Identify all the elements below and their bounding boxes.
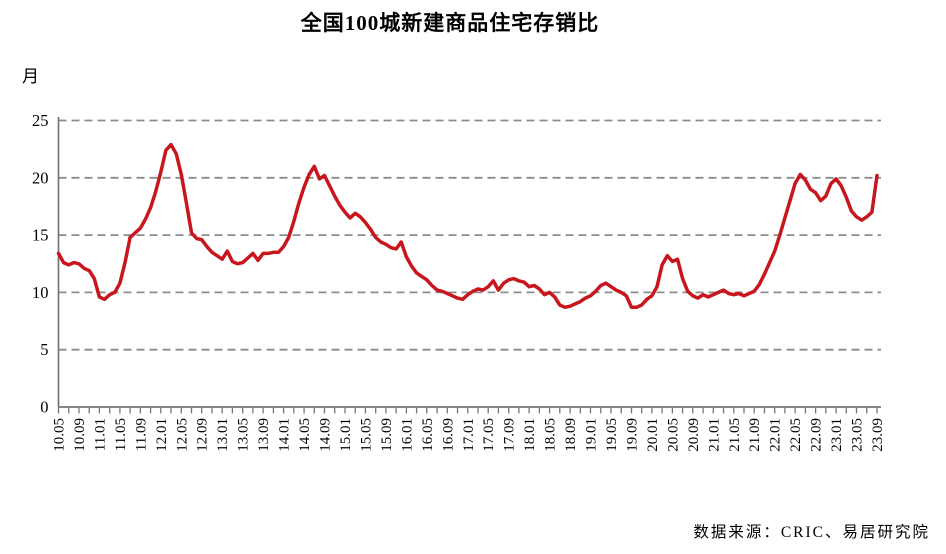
x-axis-tick-label: 22.09 [809, 418, 825, 452]
x-axis-tick-label: 10.09 [72, 418, 88, 452]
x-axis-tick-label: 21.09 [747, 418, 763, 452]
x-axis-tick-label: 17.09 [502, 418, 518, 452]
y-axis-tick-label: 0 [40, 398, 48, 417]
chart-title: 全国100城新建商品住宅存销比 [300, 11, 600, 35]
y-axis-unit-label: 月 [22, 67, 39, 86]
x-axis-tick-label: 19.05 [604, 418, 620, 452]
x-axis-tick-label: 22.01 [768, 418, 784, 452]
x-axis-tick-label: 23.05 [850, 418, 866, 452]
x-axis-tick-label: 22.05 [788, 418, 804, 452]
x-axis-tick-label: 16.09 [440, 418, 456, 452]
x-axis-tick-label: 15.09 [379, 418, 395, 452]
x-axis-tick-label: 18.01 [522, 418, 538, 452]
x-axis-tick-label: 12.01 [154, 418, 170, 452]
x-axis-tick-label: 11.01 [92, 418, 108, 451]
y-axis-tick-label: 5 [40, 340, 48, 359]
x-axis-tick-label: 17.05 [481, 418, 497, 452]
x-axis-tick-label: 14.09 [318, 418, 334, 452]
y-axis-tick-label: 10 [32, 283, 49, 302]
x-axis-tick-label: 16.05 [420, 418, 436, 452]
x-axis-tick-label: 21.05 [727, 418, 743, 452]
x-axis-tick-label: 13.01 [215, 418, 231, 452]
series-line [56, 142, 879, 310]
x-axis-tick-label: 19.09 [625, 418, 641, 452]
x-axis-tick-label: 11.05 [113, 418, 129, 451]
x-axis-tick-label: 18.05 [543, 418, 559, 452]
x-axis-tick-label: 14.01 [277, 418, 293, 452]
x-axis-tick-label: 16.01 [399, 418, 415, 452]
x-axis-tick-label: 23.01 [829, 418, 845, 452]
x-axis-tick-label: 23.09 [870, 418, 886, 452]
x-axis-tick-label: 11.09 [133, 418, 149, 451]
x-axis-tick-label: 10.05 [52, 418, 68, 452]
x-axis-tick-label: 18.09 [563, 418, 579, 452]
x-axis-tick-label: 15.05 [358, 418, 374, 452]
x-axis-tick-label: 20.05 [665, 418, 681, 452]
x-axis-tick-label: 17.01 [461, 418, 477, 452]
x-axis-tick-label: 20.01 [645, 418, 661, 452]
x-axis-tick-label: 14.05 [297, 418, 313, 452]
y-axis-tick-label: 25 [32, 111, 49, 130]
data-source-note: 数据来源：CRIC、易居研究院 [693, 524, 930, 541]
x-axis-tick-label: 13.09 [256, 418, 272, 452]
x-axis-tick-label: 19.01 [584, 418, 600, 452]
x-axis-tick-label: 13.05 [236, 418, 252, 452]
y-axis-tick-label: 15 [32, 226, 49, 245]
x-axis-tick-label: 12.09 [195, 418, 211, 452]
y-axis-tick-label: 20 [32, 168, 49, 187]
x-axis-tick-label: 15.01 [338, 418, 354, 452]
x-axis-tick-label: 12.05 [174, 418, 190, 452]
x-axis-tick-label: 21.01 [706, 418, 722, 452]
x-axis-tick-label: 20.09 [686, 418, 702, 452]
